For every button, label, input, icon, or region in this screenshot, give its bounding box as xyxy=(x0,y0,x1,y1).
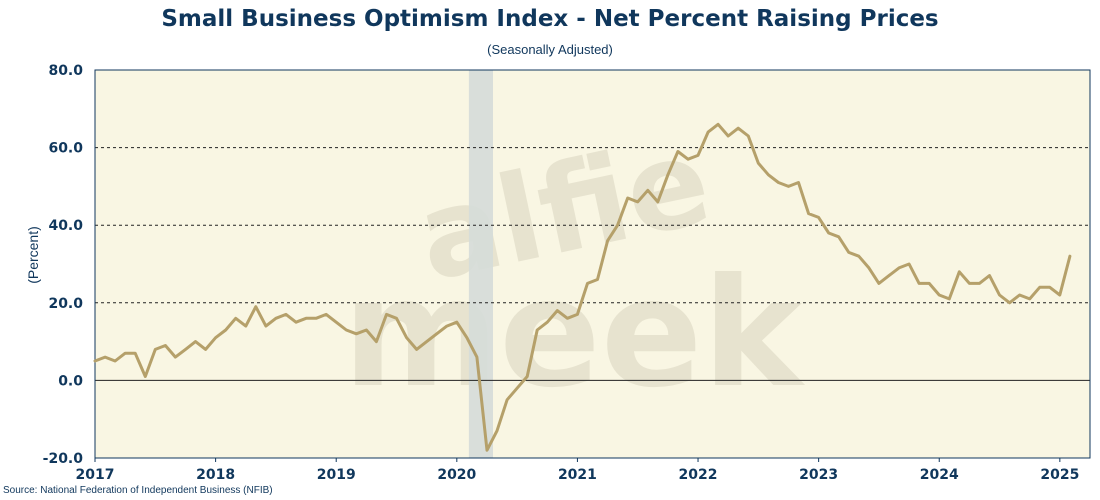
y-tick-label: -20.0 xyxy=(43,451,84,467)
source-note: Source: National Federation of Independe… xyxy=(3,485,273,496)
plot-frame xyxy=(94,69,1091,459)
x-tick-label: 2024 xyxy=(920,467,959,483)
x-tick-label: 2023 xyxy=(799,467,838,483)
plot-background xyxy=(95,70,1090,458)
y-tick-label: 40.0 xyxy=(48,218,83,234)
x-tick-label: 2021 xyxy=(558,467,597,483)
x-tick-label: 2019 xyxy=(317,467,356,483)
y-tick-label: 0.0 xyxy=(58,373,83,389)
series-line xyxy=(93,122,1072,452)
x-tick-label: 2020 xyxy=(437,467,476,483)
x-tick-label: 2022 xyxy=(679,467,718,483)
chart-title: Small Business Optimism Index - Net Perc… xyxy=(161,6,939,32)
x-tick-label: 2018 xyxy=(196,467,235,483)
chart-subtitle: (Seasonally Adjusted) xyxy=(487,42,613,57)
y-tick-label: 60.0 xyxy=(48,141,83,157)
x-tick-label: 2017 xyxy=(76,467,115,483)
watermark-text: meek xyxy=(343,247,806,421)
y-tick-label: 20.0 xyxy=(48,296,83,312)
y-tick-label: 80.0 xyxy=(48,63,83,79)
x-tick-label: 2025 xyxy=(1040,467,1079,483)
